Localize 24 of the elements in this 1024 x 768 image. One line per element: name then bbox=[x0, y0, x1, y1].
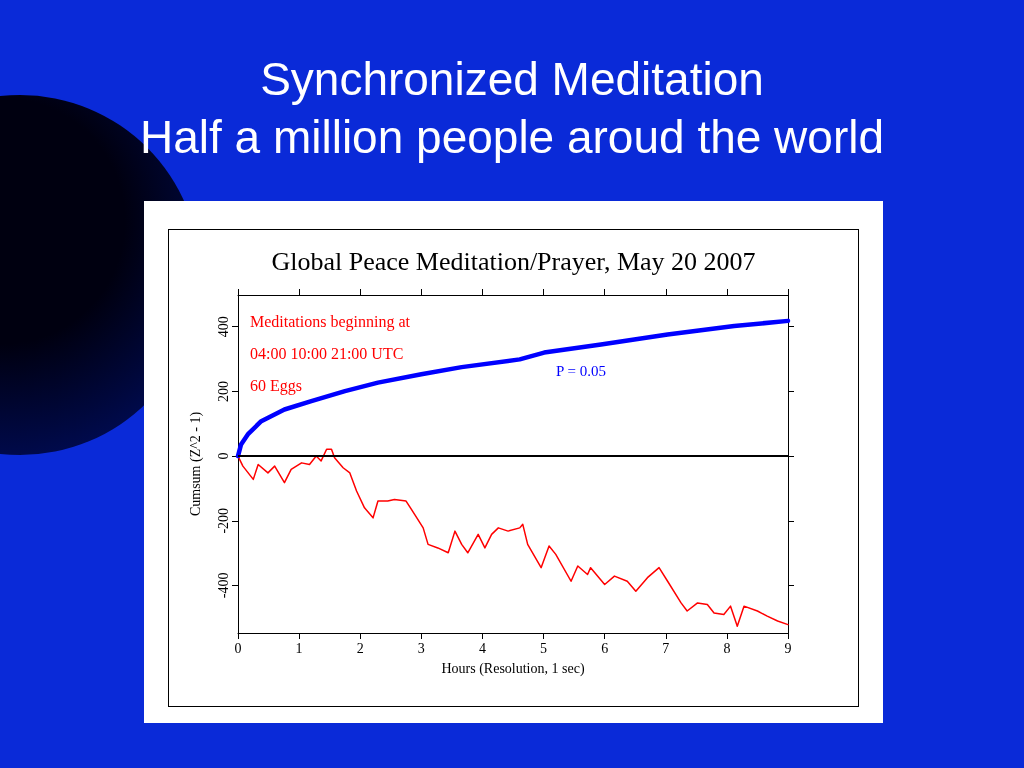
y-tick-label: -400 bbox=[215, 572, 231, 599]
x-tick-label: 9 bbox=[784, 640, 792, 656]
chart-title: Synchronized Meditation bbox=[259, 52, 765, 107]
annotation: 60 Eggs bbox=[250, 376, 302, 395]
x-tick-label: 1 bbox=[295, 640, 303, 656]
annotation: Meditations beginning at bbox=[250, 312, 411, 331]
text: Global Peace Meditation/Prayer, May 20 2007 bbox=[271, 246, 756, 276]
x-tick-label: 4 bbox=[478, 640, 486, 656]
x-tick-label: 6 bbox=[601, 640, 609, 656]
x-tick-label: 7 bbox=[662, 640, 670, 656]
x-tick-label: 0 bbox=[234, 640, 242, 656]
y-tick-label: -200 bbox=[215, 507, 231, 534]
y-tick-label: 0 bbox=[215, 452, 231, 460]
x-tick-label: 5 bbox=[540, 640, 548, 656]
y-axis-title: Cumsum (Z^2 - 1) bbox=[187, 411, 204, 517]
y-tick-label: 400 bbox=[215, 316, 231, 338]
x-tick-label: 3 bbox=[417, 640, 425, 656]
x-tick-label: 2 bbox=[356, 640, 364, 656]
chart-subtitle: Half a million people aroud the world bbox=[138, 110, 886, 165]
annotation: P = 0.05 bbox=[556, 363, 606, 379]
x-axis-title: Hours (Resolution, 1 sec) bbox=[441, 660, 585, 677]
x-tick-label: 8 bbox=[723, 640, 731, 656]
y-tick-label: 200 bbox=[215, 380, 231, 402]
annotation: 04:00 10:00 21:00 UTC bbox=[250, 344, 404, 362]
